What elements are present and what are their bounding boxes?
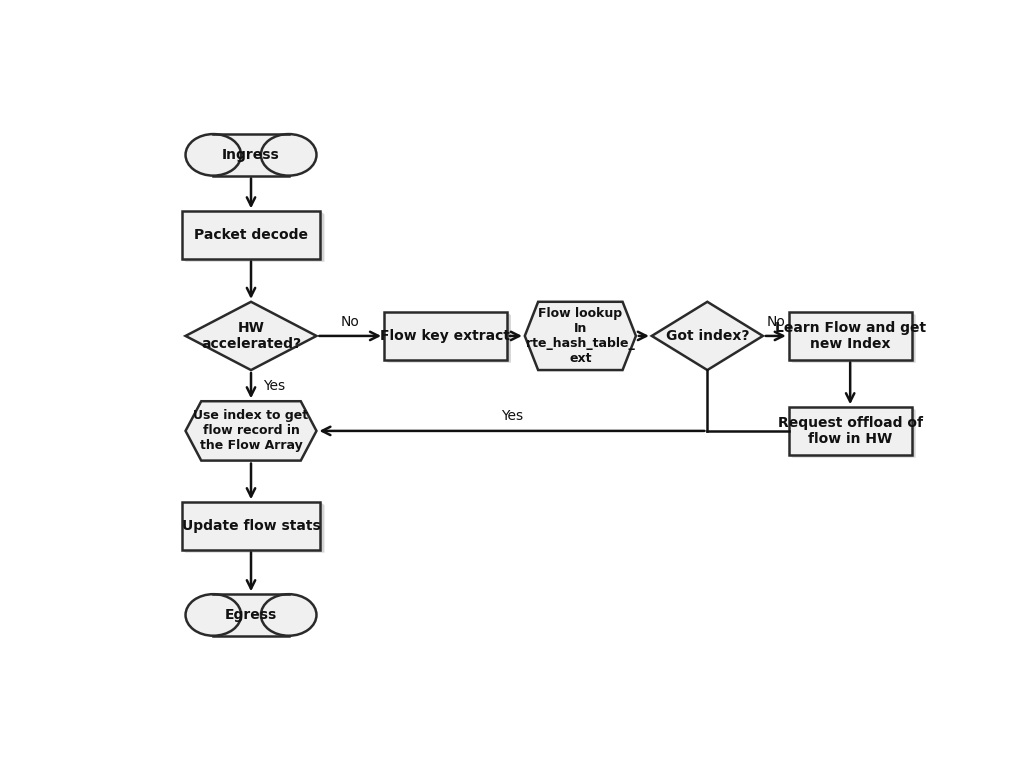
Polygon shape xyxy=(788,407,915,458)
Text: Ingress: Ingress xyxy=(222,148,280,162)
Polygon shape xyxy=(185,401,316,460)
Text: Update flow stats: Update flow stats xyxy=(181,519,321,533)
Polygon shape xyxy=(788,312,915,362)
Polygon shape xyxy=(524,301,636,370)
Text: No: No xyxy=(766,315,785,328)
Text: Request offload of
flow in HW: Request offload of flow in HW xyxy=(777,416,923,446)
Ellipse shape xyxy=(261,594,316,636)
Text: Packet decode: Packet decode xyxy=(194,228,308,242)
Text: Egress: Egress xyxy=(225,608,278,622)
Ellipse shape xyxy=(185,594,241,636)
Ellipse shape xyxy=(261,134,316,176)
Text: Flow lookup
In
rte_hash_table_
ext: Flow lookup In rte_hash_table_ ext xyxy=(526,307,635,365)
Polygon shape xyxy=(181,211,325,261)
Text: Yes: Yes xyxy=(501,409,523,423)
Text: Use index to get
flow record in
the Flow Array: Use index to get flow record in the Flow… xyxy=(194,409,308,453)
Polygon shape xyxy=(788,312,911,359)
Polygon shape xyxy=(185,301,316,370)
Polygon shape xyxy=(181,502,321,550)
Polygon shape xyxy=(384,312,507,359)
Polygon shape xyxy=(384,312,511,362)
Text: HW
accelerated?: HW accelerated? xyxy=(201,321,301,351)
Ellipse shape xyxy=(185,134,241,176)
Polygon shape xyxy=(651,301,763,370)
Polygon shape xyxy=(213,134,289,176)
Text: No: No xyxy=(341,315,359,328)
Text: Yes: Yes xyxy=(263,379,285,392)
Polygon shape xyxy=(181,211,321,259)
Text: Learn Flow and get
new Index: Learn Flow and get new Index xyxy=(774,321,926,351)
Polygon shape xyxy=(181,502,325,553)
Text: Flow key extract: Flow key extract xyxy=(381,329,510,343)
Text: Got index?: Got index? xyxy=(666,329,750,343)
Polygon shape xyxy=(213,594,289,636)
Polygon shape xyxy=(788,407,911,455)
